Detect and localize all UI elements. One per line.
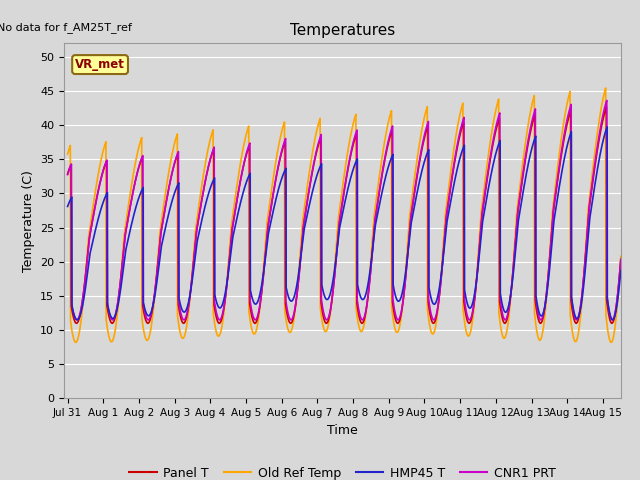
CNR1 PRT — [276, 156, 284, 162]
Text: No data for f_AM25T_ref: No data for f_AM25T_ref — [0, 22, 132, 33]
CNR1 PRT — [547, 248, 554, 253]
Text: VR_met: VR_met — [75, 58, 125, 71]
Old Ref Temp — [64, 151, 72, 157]
Title: Temperatures: Temperatures — [290, 23, 395, 38]
Old Ref Temp — [602, 85, 609, 91]
Line: Old Ref Temp: Old Ref Temp — [68, 88, 621, 342]
CNR1 PRT — [607, 313, 614, 319]
CNR1 PRT — [603, 97, 611, 103]
Old Ref Temp — [617, 253, 625, 259]
HMP45 T — [300, 229, 308, 235]
HMP45 T — [609, 317, 616, 323]
Panel T — [108, 320, 116, 326]
Panel T — [603, 104, 611, 110]
Legend: Panel T, Old Ref Temp, HMP45 T, CNR1 PRT: Panel T, Old Ref Temp, HMP45 T, CNR1 PRT — [124, 461, 561, 480]
Old Ref Temp — [127, 187, 134, 192]
HMP45 T — [127, 225, 134, 231]
Panel T — [64, 171, 72, 177]
HMP45 T — [276, 182, 284, 188]
Line: HMP45 T: HMP45 T — [68, 127, 621, 320]
HMP45 T — [64, 204, 72, 209]
Y-axis label: Temperature (C): Temperature (C) — [22, 170, 35, 272]
X-axis label: Time: Time — [327, 424, 358, 437]
Old Ref Temp — [276, 136, 284, 142]
CNR1 PRT — [617, 257, 625, 263]
Panel T — [160, 214, 168, 219]
HMP45 T — [547, 258, 554, 264]
Old Ref Temp — [547, 238, 554, 244]
Panel T — [547, 245, 554, 251]
Old Ref Temp — [160, 203, 168, 208]
Panel T — [127, 200, 134, 206]
CNR1 PRT — [300, 221, 308, 227]
CNR1 PRT — [127, 202, 134, 207]
HMP45 T — [617, 268, 625, 274]
Old Ref Temp — [607, 339, 614, 345]
Line: CNR1 PRT: CNR1 PRT — [68, 100, 621, 320]
HMP45 T — [606, 312, 614, 318]
CNR1 PRT — [573, 317, 580, 323]
Line: Panel T: Panel T — [68, 107, 621, 323]
CNR1 PRT — [64, 172, 72, 178]
Panel T — [617, 257, 625, 263]
CNR1 PRT — [159, 215, 167, 220]
HMP45 T — [604, 124, 611, 130]
Panel T — [276, 156, 284, 162]
Panel T — [300, 220, 308, 226]
Old Ref Temp — [72, 339, 79, 345]
HMP45 T — [159, 234, 167, 240]
Old Ref Temp — [300, 209, 308, 215]
Panel T — [607, 318, 614, 324]
